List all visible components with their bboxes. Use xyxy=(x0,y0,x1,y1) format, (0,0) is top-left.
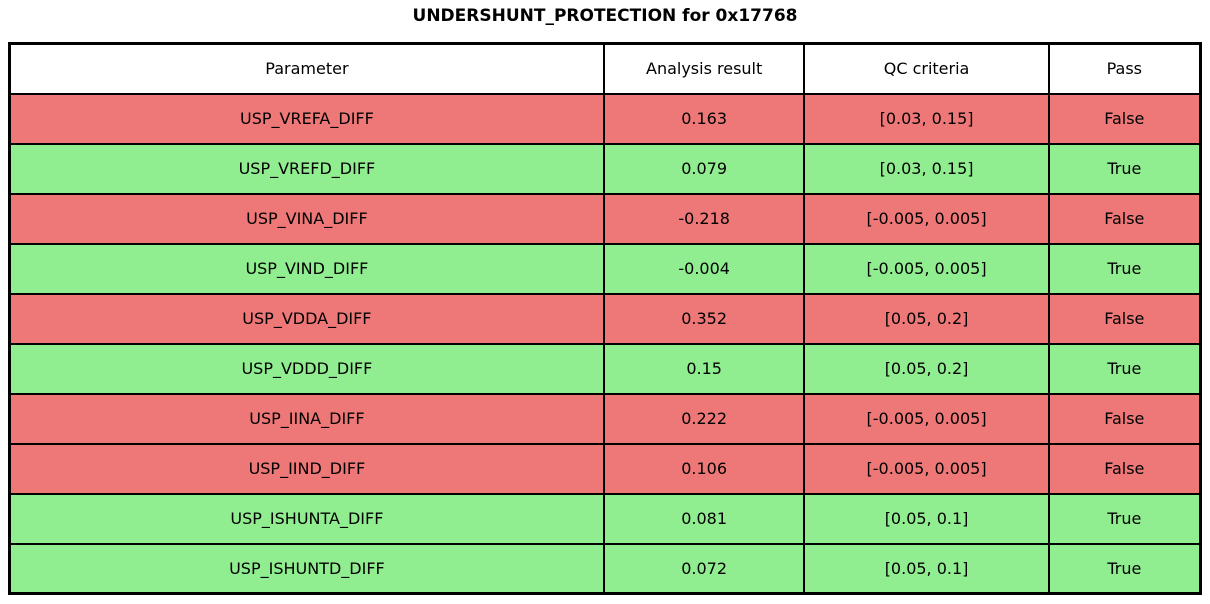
table-row: USP_VDDA_DIFF 0.352 [0.05, 0.2] False xyxy=(8,292,1202,345)
table-row: USP_IINA_DIFF 0.222 [-0.005, 0.005] Fals… xyxy=(8,392,1202,445)
cell-parameter: USP_IIND_DIFF xyxy=(8,442,605,495)
page-title: UNDERSHUNT_PROTECTION for 0x17768 xyxy=(412,6,798,26)
table-row: USP_VIND_DIFF -0.004 [-0.005, 0.005] Tru… xyxy=(8,242,1202,295)
cell-parameter: USP_ISHUNTA_DIFF xyxy=(8,492,605,545)
cell-pass: False xyxy=(1047,442,1202,495)
cell-qc-criteria: [0.03, 0.15] xyxy=(803,92,1050,145)
qc-results-table: Parameter Analysis result QC criteria Pa… xyxy=(8,42,1202,595)
cell-pass: False xyxy=(1047,292,1202,345)
cell-pass: False xyxy=(1047,92,1202,145)
cell-parameter: USP_VREFD_DIFF xyxy=(8,142,605,195)
column-header-qc-criteria: QC criteria xyxy=(803,42,1050,95)
cell-parameter: USP_IINA_DIFF xyxy=(8,392,605,445)
cell-analysis-result: 0.081 xyxy=(602,492,806,545)
cell-pass: False xyxy=(1047,392,1202,445)
cell-analysis-result: 0.163 xyxy=(602,92,806,145)
column-header-pass: Pass xyxy=(1047,42,1202,95)
cell-qc-criteria: [-0.005, 0.005] xyxy=(803,242,1050,295)
cell-parameter: USP_VIND_DIFF xyxy=(8,242,605,295)
table-row: USP_VREFA_DIFF 0.163 [0.03, 0.15] False xyxy=(8,92,1202,145)
table-row: USP_IIND_DIFF 0.106 [-0.005, 0.005] Fals… xyxy=(8,442,1202,495)
cell-parameter: USP_VDDA_DIFF xyxy=(8,292,605,345)
cell-analysis-result: -0.218 xyxy=(602,192,806,245)
cell-qc-criteria: [-0.005, 0.005] xyxy=(803,192,1050,245)
cell-analysis-result: 0.15 xyxy=(602,342,806,395)
cell-pass: True xyxy=(1047,142,1202,195)
cell-qc-criteria: [-0.005, 0.005] xyxy=(803,392,1050,445)
cell-qc-criteria: [0.03, 0.15] xyxy=(803,142,1050,195)
cell-qc-criteria: [-0.005, 0.005] xyxy=(803,442,1050,495)
cell-parameter: USP_VREFA_DIFF xyxy=(8,92,605,145)
table-row: USP_ISHUNTD_DIFF 0.072 [0.05, 0.1] True xyxy=(8,542,1202,595)
cell-parameter: USP_VDDD_DIFF xyxy=(8,342,605,395)
cell-qc-criteria: [0.05, 0.2] xyxy=(803,342,1050,395)
table-header-row: Parameter Analysis result QC criteria Pa… xyxy=(8,42,1202,95)
table-row: USP_ISHUNTA_DIFF 0.081 [0.05, 0.1] True xyxy=(8,492,1202,545)
table-row: USP_VREFD_DIFF 0.079 [0.03, 0.15] True xyxy=(8,142,1202,195)
cell-analysis-result: 0.106 xyxy=(602,442,806,495)
table-row: USP_VINA_DIFF -0.218 [-0.005, 0.005] Fal… xyxy=(8,192,1202,245)
column-header-analysis-result: Analysis result xyxy=(602,42,806,95)
cell-analysis-result: 0.079 xyxy=(602,142,806,195)
cell-pass: False xyxy=(1047,192,1202,245)
cell-pass: True xyxy=(1047,492,1202,545)
column-header-parameter: Parameter xyxy=(8,42,605,95)
table-body: USP_VREFA_DIFF 0.163 [0.03, 0.15] False … xyxy=(8,92,1202,595)
cell-analysis-result: 0.352 xyxy=(602,292,806,345)
cell-qc-criteria: [0.05, 0.1] xyxy=(803,492,1050,545)
cell-qc-criteria: [0.05, 0.2] xyxy=(803,292,1050,345)
cell-analysis-result: -0.004 xyxy=(602,242,806,295)
cell-parameter: USP_VINA_DIFF xyxy=(8,192,605,245)
cell-qc-criteria: [0.05, 0.1] xyxy=(803,542,1050,595)
cell-analysis-result: 0.222 xyxy=(602,392,806,445)
table-row: USP_VDDD_DIFF 0.15 [0.05, 0.2] True xyxy=(8,342,1202,395)
cell-pass: True xyxy=(1047,242,1202,295)
cell-pass: True xyxy=(1047,542,1202,595)
cell-analysis-result: 0.072 xyxy=(602,542,806,595)
cell-pass: True xyxy=(1047,342,1202,395)
cell-parameter: USP_ISHUNTD_DIFF xyxy=(8,542,605,595)
